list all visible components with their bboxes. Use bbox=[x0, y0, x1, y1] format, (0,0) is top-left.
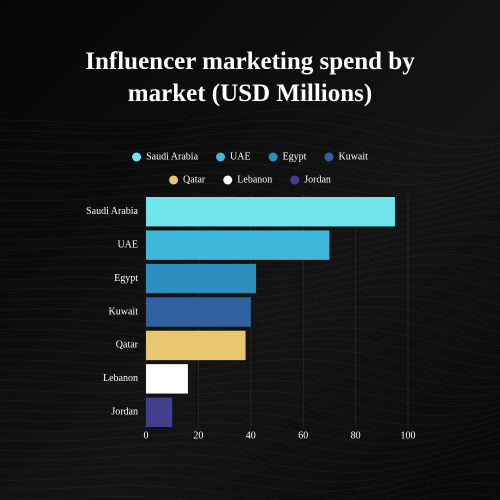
bar bbox=[146, 263, 257, 294]
wave-line bbox=[0, 348, 500, 379]
wave-line bbox=[0, 369, 500, 397]
y-tick-label: Kuwait bbox=[109, 306, 139, 317]
y-tick-label: Saudi Arabia bbox=[86, 206, 138, 217]
wave-line bbox=[0, 482, 500, 500]
chart-title: Influencer marketing spend by market (US… bbox=[85, 48, 415, 107]
x-tick-label: 100 bbox=[401, 430, 416, 441]
y-tick-label: Qatar bbox=[116, 340, 139, 351]
legend-marker bbox=[132, 152, 142, 162]
bar bbox=[146, 330, 246, 361]
y-tick-label: Egypt bbox=[114, 273, 138, 284]
legend-label: Saudi Arabia bbox=[146, 151, 198, 162]
legend-marker bbox=[169, 175, 179, 185]
legend-marker bbox=[324, 152, 334, 162]
legend-marker bbox=[223, 175, 233, 185]
wave-line bbox=[0, 461, 500, 492]
wave-line bbox=[0, 327, 500, 358]
wave-line bbox=[0, 130, 500, 157]
wave-line bbox=[0, 390, 500, 416]
legend-label: Qatar bbox=[183, 174, 206, 185]
wave-line bbox=[401, 493, 500, 500]
bar bbox=[146, 197, 395, 227]
wave-line bbox=[0, 178, 500, 204]
bar bbox=[146, 364, 188, 394]
legend-label: UAE bbox=[230, 151, 251, 162]
wave-line bbox=[0, 151, 500, 176]
legend-label: Lebanon bbox=[237, 174, 272, 185]
wave-line bbox=[0, 317, 500, 346]
x-tick-label: 60 bbox=[298, 430, 308, 441]
wave-line bbox=[0, 435, 500, 464]
legend-marker bbox=[268, 152, 278, 162]
y-tick-label: Lebanon bbox=[103, 373, 138, 384]
legend-label: Egypt bbox=[283, 151, 307, 162]
wave-line bbox=[0, 140, 500, 166]
legend-label: Kuwait bbox=[338, 151, 368, 162]
x-tick-label: 40 bbox=[246, 430, 256, 441]
bar bbox=[146, 397, 173, 427]
x-tick-label: 0 bbox=[144, 430, 149, 441]
y-tick-label: Jordan bbox=[111, 407, 138, 418]
wave-line bbox=[0, 380, 500, 407]
wave-line bbox=[0, 172, 500, 195]
wave-line bbox=[0, 109, 500, 138]
legend-label: Jordan bbox=[304, 174, 331, 185]
wave-line bbox=[0, 411, 500, 435]
wave-line bbox=[0, 338, 500, 369]
wave-line bbox=[0, 119, 500, 147]
x-tick-label: 20 bbox=[193, 430, 203, 441]
wave-line bbox=[0, 451, 500, 483]
x-tick-label: 80 bbox=[351, 430, 361, 441]
wave-line bbox=[0, 472, 500, 500]
wave-line bbox=[0, 401, 500, 426]
wave-line bbox=[0, 422, 500, 445]
bar bbox=[146, 230, 330, 260]
y-tick-label: UAE bbox=[117, 239, 138, 250]
bar bbox=[146, 297, 251, 327]
wave-line bbox=[0, 429, 500, 454]
wave-line bbox=[0, 161, 500, 185]
wave-line bbox=[0, 359, 500, 388]
wave-line bbox=[0, 443, 500, 473]
legend-marker bbox=[290, 175, 300, 185]
legend-marker bbox=[216, 152, 226, 162]
